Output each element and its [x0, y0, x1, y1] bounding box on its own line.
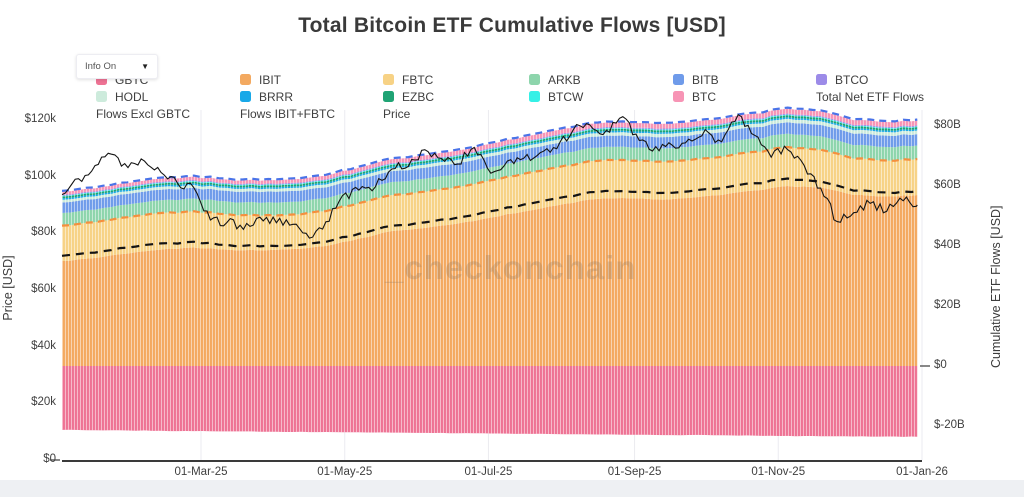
tick-label: 01-May-25: [317, 466, 373, 478]
legend-item-arkb[interactable]: ARKB: [529, 73, 673, 87]
tick-label: $80k: [31, 226, 56, 239]
legend-label: EZBC: [402, 89, 435, 104]
legend-label: BITB: [692, 72, 719, 87]
chart-title: Total Bitcoin ETF Cumulative Flows [USD]: [298, 14, 726, 37]
chevron-down-icon: ▼: [141, 62, 149, 71]
tick-label: 01-Sep-25: [607, 466, 662, 478]
tick-label: $80B: [934, 119, 961, 131]
bottom-strip: [0, 480, 1024, 497]
tick-label: $40k: [31, 339, 56, 352]
legend-label: BTC: [692, 89, 716, 104]
legend-label: BTCW: [548, 89, 584, 104]
legend-item-btco[interactable]: BTCO: [816, 73, 976, 87]
legend-label: BRRR: [259, 89, 294, 104]
tick-label: $20B: [934, 299, 961, 311]
legend: GBTC IBIT FBTC ARKB BITB BTCO HODL BRRR EZBC BTCW…: [96, 71, 976, 122]
legend-item-ezbc[interactable]: EZBC: [383, 90, 529, 104]
legend-item-hodl[interactable]: HODL: [96, 90, 240, 104]
legend-label: Flows Excl GBTC: [96, 106, 191, 121]
brrr-swatch-icon: [240, 91, 251, 102]
legend-item-btc[interactable]: BTC: [673, 90, 816, 104]
legend-label: Price: [383, 106, 411, 121]
gbtc-swatch-icon: [96, 74, 107, 85]
legend-row: GBTC IBIT FBTC ARKB BITB BTCO: [96, 71, 976, 88]
tick-label: 01-Nov-25: [751, 466, 806, 478]
legend-item-total-net-etf-flows[interactable]: Total Net ETF Flows: [96, 73, 976, 104]
legend-item-price[interactable]: Price: [96, 74, 529, 121]
daily-bar-texture: [62, 108, 918, 437]
legend-label: HODL: [115, 89, 149, 104]
legend-label: IBIT: [259, 72, 282, 87]
ezbc-swatch-icon: [383, 91, 394, 102]
tick-label: 01-Jan-26: [896, 466, 948, 478]
fbtc-swatch-icon: [383, 74, 394, 85]
line-flows-ibit-fbtc: [61, 145, 918, 227]
legend-item-btcw[interactable]: BTCW: [529, 90, 673, 104]
right-axis-title: Cumulative ETF Flows [USD]: [989, 205, 1003, 368]
btco-swatch-icon: [816, 74, 827, 85]
legend-label: BTCO: [835, 72, 869, 87]
legend-label: ARKB: [548, 72, 581, 87]
bitb-swatch-icon: [673, 74, 684, 85]
legend-item-flows-ibit-fbtc[interactable]: Flows IBIT+FBTC: [96, 73, 383, 121]
line-price: [61, 113, 918, 239]
tick-label: $40B: [934, 239, 961, 251]
tick-label: $0: [934, 359, 947, 371]
legend-item-fbtc[interactable]: FBTC: [383, 73, 529, 87]
line-flows-excl-gbtc: [61, 106, 918, 192]
tick-label: $0: [43, 453, 56, 465]
ibit-swatch-icon: [240, 74, 251, 85]
hodl-swatch-icon: [96, 91, 107, 102]
legend-label: Flows IBIT+FBTC: [240, 106, 336, 121]
tick-label: $60B: [934, 179, 961, 191]
legend-row: HODL BRRR EZBC BTCW BTC Total Net ETF Flows: [96, 73, 976, 105]
tick-label: $20k: [31, 396, 56, 409]
tick-label: $120k: [24, 113, 56, 125]
tick-label: $60k: [31, 283, 56, 295]
legend-item-bitb[interactable]: BITB: [673, 73, 816, 87]
line-total-net-etf-flows: [61, 177, 918, 257]
tick-label: $100k: [24, 169, 56, 182]
legend-row: Flows Excl GBTC Flows IBIT+FBTC Price: [96, 73, 976, 122]
tick-label: $-20B: [934, 419, 965, 431]
legend-item-brrr[interactable]: BRRR: [240, 90, 383, 104]
legend-label: FBTC: [402, 72, 434, 87]
tick-label: 01-Mar-25: [174, 466, 228, 478]
legend-label: Total Net ETF Flows: [816, 89, 925, 104]
info-toggle-button[interactable]: Info On ▼: [76, 54, 158, 79]
btcw-swatch-icon: [529, 91, 540, 102]
arkb-swatch-icon: [529, 74, 540, 85]
legend-item-flows-excl-gbtc[interactable]: Flows Excl GBTC: [96, 73, 240, 121]
btc-swatch-icon: [673, 91, 684, 102]
legend-item-ibit[interactable]: IBIT: [240, 73, 383, 87]
info-toggle-label: Info On: [85, 61, 117, 72]
tick-label: 01-Jul-25: [464, 466, 513, 478]
